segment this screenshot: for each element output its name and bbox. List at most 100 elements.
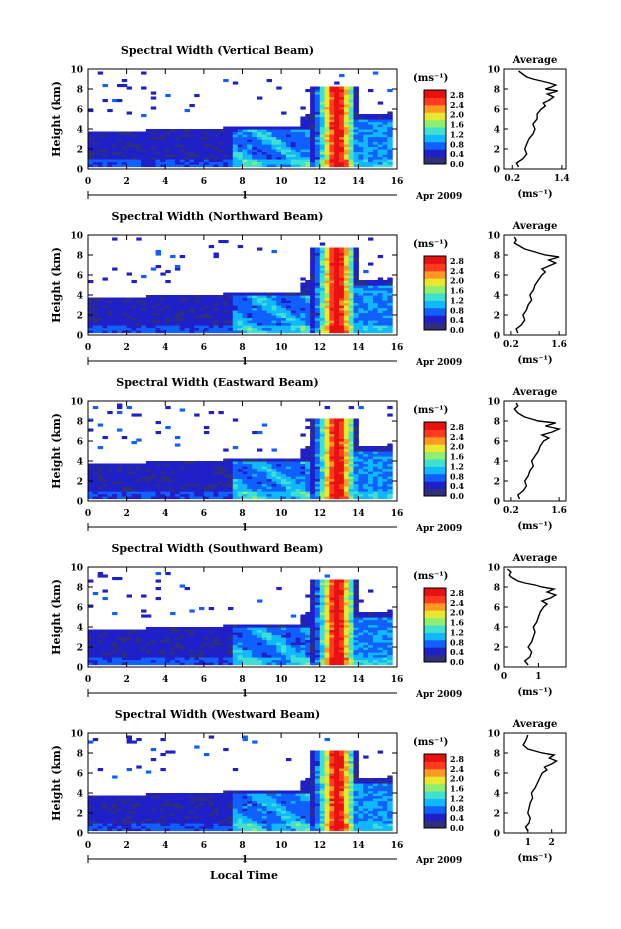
heatmap-cell (223, 79, 229, 83)
heatmap-cell (155, 587, 161, 591)
heatmap-cell (121, 473, 128, 477)
heatmap-cell (387, 164, 393, 168)
heatmap-cell (203, 320, 210, 324)
heatmap-cell (387, 149, 393, 153)
heatmap-cell (228, 627, 234, 631)
heatmap-cell (348, 476, 355, 480)
heatmap-cell (174, 649, 181, 653)
heatmap-cell (343, 483, 350, 487)
heatmap-cell (372, 144, 379, 148)
heatmap-cell (179, 156, 186, 160)
heatmap-cell (179, 471, 186, 475)
heatmap-cell (372, 300, 379, 304)
heatmap-cell (102, 629, 108, 633)
heatmap-cell (286, 156, 292, 160)
heatmap-cell (247, 639, 253, 643)
heatmap-cell (160, 330, 166, 334)
heatmap-cell (208, 662, 215, 666)
heatmap-cell (368, 124, 374, 128)
y-tick-label: 6 (77, 438, 83, 448)
heatmap-cell (334, 146, 340, 150)
heatmap-cell (213, 161, 219, 165)
heatmap-cell (112, 151, 118, 155)
heatmap-cell (228, 471, 234, 475)
heatmap-cell (107, 637, 113, 641)
colorbar-swatch (424, 97, 446, 106)
heatmap-cell (372, 131, 379, 135)
heatmap-cell (382, 151, 388, 155)
heatmap-cell (189, 647, 195, 651)
heatmap-cell (252, 305, 258, 309)
heatmap-cell (160, 159, 166, 163)
heatmap-cell (155, 493, 161, 497)
heatmap-cell (199, 131, 205, 135)
heatmap-cell (223, 448, 229, 452)
heatmap-cell (319, 488, 326, 492)
heatmap-cell (208, 156, 215, 160)
heatmap-cell (339, 481, 345, 485)
heatmap-cell (310, 277, 316, 281)
heatmap-cell (232, 129, 239, 133)
heatmap-cell (314, 267, 321, 271)
heatmap-cell (208, 632, 215, 636)
heatmap-cell (189, 483, 195, 487)
heatmap-cell (343, 624, 350, 628)
heatmap-cell (257, 481, 263, 485)
heatmap-cell (324, 634, 330, 638)
heatmap-cell (131, 471, 137, 475)
heatmap-cell (174, 644, 181, 648)
heatmap-cell (117, 322, 123, 326)
heatmap-cell (266, 627, 272, 631)
heatmap-cell (319, 267, 326, 271)
heatmap-cell (353, 431, 359, 435)
heatmap-cell (314, 486, 321, 490)
heatmap-cell (228, 327, 234, 331)
heatmap-cell (107, 307, 113, 311)
heatmap-cell (358, 136, 364, 140)
heatmap-cell (228, 131, 234, 135)
heatmap-cell (247, 129, 253, 133)
heatmap-cell (281, 496, 287, 500)
heatmap-cell (232, 302, 239, 306)
heatmap-cell (343, 428, 350, 432)
heatmap-cell (203, 466, 210, 470)
heatmap-cell (314, 129, 321, 133)
heatmap-cell (242, 327, 248, 331)
heatmap-cell (179, 302, 186, 306)
heatmap-cell (343, 433, 350, 437)
heatmap-cell (97, 468, 104, 472)
heatmap-cell (179, 297, 186, 301)
heatmap-cell (121, 144, 128, 148)
heatmap-cell (102, 659, 108, 663)
heatmap-cell (295, 473, 301, 477)
heatmap-cell (155, 471, 161, 475)
heatmap-cell (281, 483, 287, 487)
heatmap-cell (324, 632, 330, 636)
heatmap-cell (324, 101, 330, 105)
heatmap-cell (276, 320, 282, 324)
heatmap-cell (271, 463, 277, 467)
heatmap-cell (107, 629, 113, 633)
heatmap-cell (179, 627, 186, 631)
heatmap-cell (199, 129, 205, 133)
heatmap-cell (102, 478, 108, 482)
heatmap-cell (257, 629, 263, 633)
heatmap-cell (319, 139, 326, 143)
heatmap-cell (242, 662, 248, 666)
heatmap-cell (387, 156, 393, 160)
heatmap-cell (121, 307, 128, 311)
heatmap-cell (112, 161, 118, 165)
heatmap-cell (348, 265, 355, 269)
heatmap-cell (261, 139, 268, 143)
heatmap-cell (295, 320, 301, 324)
heatmap-cell (112, 634, 118, 638)
heatmap-cell (353, 456, 359, 460)
heatmap-cell (319, 451, 326, 455)
heatmap-cell (213, 637, 219, 641)
heatmap-cell (218, 310, 224, 314)
heatmap-cell (300, 649, 306, 653)
heatmap-cell (353, 654, 359, 658)
heatmap-cell (276, 644, 282, 648)
heatmap-cell (170, 302, 176, 306)
heatmap-cell (131, 307, 137, 311)
